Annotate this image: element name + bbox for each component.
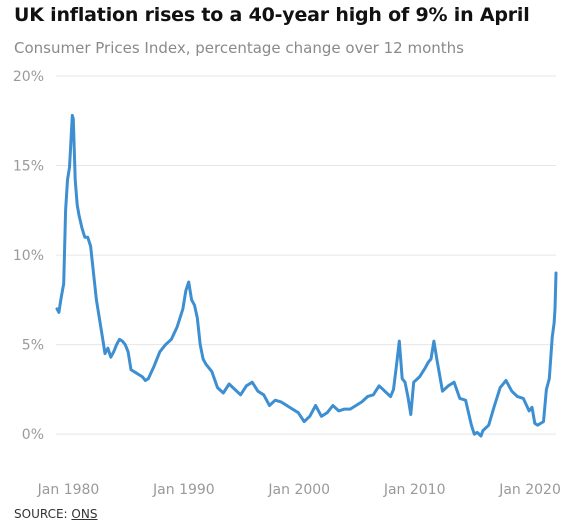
- inflation-line-chart: 0% 5% 10% 15% 20% Jan 1980 Jan 1990 Jan 2000 Jan…: [13, 69, 561, 498]
- x-tick-label: Jan 1980: [37, 482, 100, 498]
- source-label: SOURCE:: [14, 507, 68, 521]
- x-tick-label: Jan 2000: [267, 482, 330, 498]
- y-tick-label: 15%: [13, 159, 44, 175]
- y-tick-label: 10%: [13, 248, 44, 264]
- x-tick-label: Jan 2020: [498, 482, 561, 498]
- series-layer: [55, 113, 558, 438]
- chart-title: UK inflation rises to a 40-year high of …: [14, 4, 530, 26]
- axis-layer: 0% 5% 10% 15% 20% Jan 1980 Jan 1990 Jan 2000 Jan…: [13, 69, 561, 498]
- source-note: SOURCE: ONS: [14, 507, 97, 521]
- chart-subtitle: Consumer Prices Index, percentage change…: [14, 39, 464, 57]
- y-tick-label: 20%: [13, 69, 44, 85]
- source-link[interactable]: ONS: [71, 507, 98, 521]
- grid-layer: [56, 75, 556, 435]
- cpi-series-line: [55, 113, 558, 438]
- x-tick-label: Jan 1990: [152, 482, 215, 498]
- y-tick-label: 5%: [22, 338, 44, 354]
- y-tick-label: 0%: [22, 427, 44, 443]
- x-tick-label: Jan 2010: [383, 482, 446, 498]
